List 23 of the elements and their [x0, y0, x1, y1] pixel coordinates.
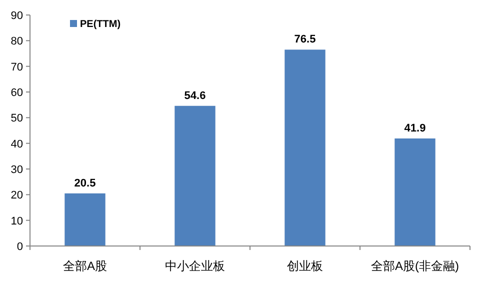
y-tick-label: 30	[10, 164, 23, 176]
y-tick-label: 20	[10, 190, 23, 202]
legend-label: PE(TTM)	[80, 19, 121, 30]
data-label: 41.9	[404, 122, 426, 134]
y-tick-label: 10	[10, 215, 23, 228]
x-tick-label: 中小企业板	[165, 259, 225, 273]
data-label: 20.5	[74, 177, 96, 190]
x-tick-label: 创业板	[287, 259, 323, 273]
y-tick-label: 60	[10, 87, 23, 99]
y-tick-label: 90	[10, 10, 23, 22]
data-label: 76.5	[294, 34, 316, 46]
x-tick-label: 全部A股(非金融)	[371, 259, 459, 273]
bar	[64, 193, 106, 246]
bar	[394, 138, 436, 246]
bar	[174, 106, 216, 246]
bar	[284, 50, 326, 246]
y-tick-label: 0	[16, 241, 23, 253]
data-label: 54.6	[184, 90, 206, 102]
x-tick-label: 全部A股	[62, 259, 108, 273]
y-tick-label: 80	[10, 36, 23, 48]
y-tick-label: 50	[10, 112, 23, 125]
y-tick-label: 70	[10, 61, 23, 74]
y-tick-label: 40	[10, 138, 23, 150]
